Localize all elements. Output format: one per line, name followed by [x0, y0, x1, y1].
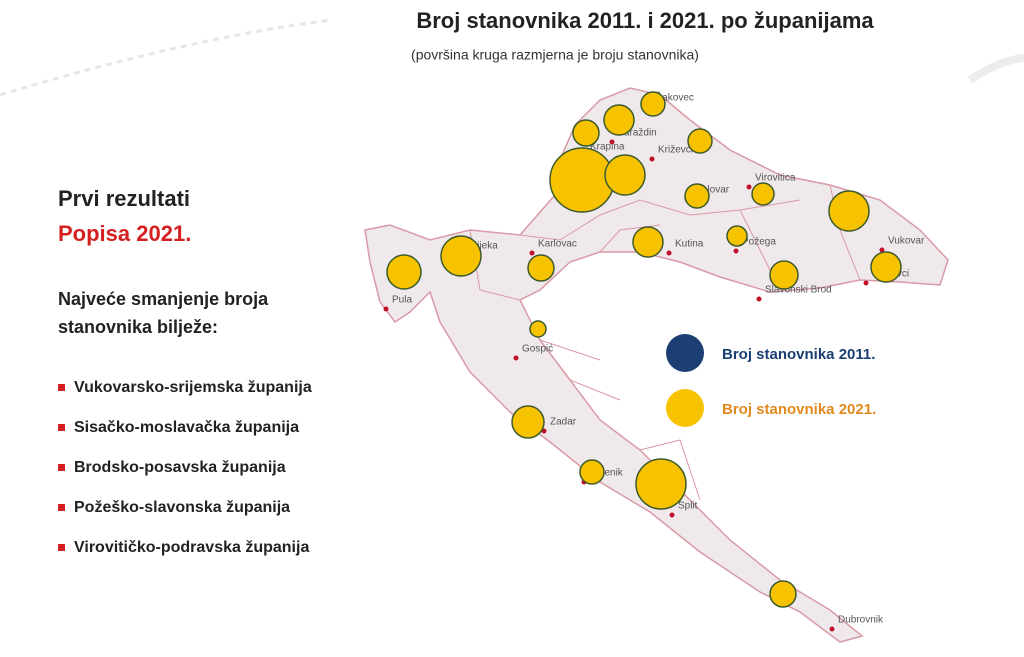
list-item: Sisačko-moslavačka županija [74, 419, 299, 436]
bubble [828, 190, 870, 232]
city-dot [829, 626, 835, 632]
city-label: Zadar [550, 417, 577, 428]
bubble [579, 459, 605, 485]
bubbles [386, 91, 902, 608]
city-label: Vukovar [888, 236, 925, 247]
title: Broj stanovnika 2011. i 2021. po županij… [416, 8, 874, 33]
bubble [769, 260, 799, 290]
sidebar-intro: Najveće smanjenje broja [58, 289, 269, 309]
bubble [687, 128, 713, 154]
bubble [572, 119, 600, 147]
city-label: Križevci [658, 145, 693, 156]
legend-label: Broj stanovnika 2021. [722, 401, 876, 418]
decor-arc [967, 54, 1024, 84]
bubble [684, 183, 710, 209]
bubble [604, 154, 646, 196]
sidebar-heading-highlight: Popisa 2021. [58, 221, 191, 246]
bullet [58, 544, 65, 551]
list-item: Vukovarsko-srijemska županija [74, 379, 312, 396]
list-item: Požeško-slavonska županija [74, 499, 290, 516]
city-dot [513, 355, 519, 361]
city-dot [383, 306, 389, 312]
legend-swatch-2011 [666, 334, 704, 372]
bubble [726, 225, 748, 247]
city-dot [609, 139, 615, 145]
bubble [632, 226, 664, 258]
bubble [386, 254, 422, 290]
map-croatia [364, 87, 949, 643]
bubble [769, 580, 797, 608]
city-label: Požega [742, 237, 776, 248]
bullet [58, 464, 65, 471]
legend-swatch-2021 [666, 389, 704, 427]
city-dot [649, 156, 655, 162]
city-dot [746, 184, 752, 190]
city-label: Krapina [590, 142, 625, 153]
sidebar-intro: stanovnika bilježe: [58, 317, 218, 337]
bubble [603, 104, 635, 136]
city-label: Slavonski Brod [765, 285, 832, 296]
list-item: Brodsko-posavska županija [74, 459, 286, 476]
city-dot [666, 250, 672, 256]
city-dot [879, 247, 885, 253]
city-label: Dubrovnik [838, 615, 884, 626]
bubble [440, 235, 482, 277]
bubble [511, 405, 545, 439]
city-label: Karlovac [538, 239, 577, 250]
city-label: Kutina [675, 239, 704, 250]
bullet [58, 504, 65, 511]
city-label: Bjelovar [693, 185, 730, 196]
list-item: Virovitičko-podravska županija [74, 539, 309, 556]
city-dot [669, 512, 675, 518]
sidebar-list: Vukovarsko-srijemska županija Sisačko-mos… [58, 379, 312, 556]
bubble [870, 251, 902, 283]
bubble [549, 147, 615, 213]
legend-label: Broj stanovnika 2011. [722, 346, 875, 363]
decor-arc [0, 18, 331, 97]
bubble [529, 320, 547, 338]
bubble [640, 91, 666, 117]
bullet [58, 424, 65, 431]
city-label: Rijeka [470, 241, 498, 252]
bubble [635, 458, 687, 510]
bubble [751, 182, 775, 206]
city-label: Virovitica [755, 173, 796, 184]
city-dot [733, 248, 739, 254]
county-borders [469, 184, 861, 501]
city-dot [756, 296, 762, 302]
city-label: Varaždin [618, 128, 657, 139]
city-label: Split [678, 501, 698, 512]
bullet [58, 384, 65, 391]
sidebar-heading: Prvi rezultati [58, 186, 190, 211]
city-dot [529, 250, 535, 256]
city-dot [863, 280, 869, 286]
bubble [527, 254, 555, 282]
city-label: Pula [392, 295, 412, 306]
city-label: Gospić [522, 344, 553, 355]
subtitle: (površina kruga razmjerna je broju stano… [411, 47, 699, 63]
